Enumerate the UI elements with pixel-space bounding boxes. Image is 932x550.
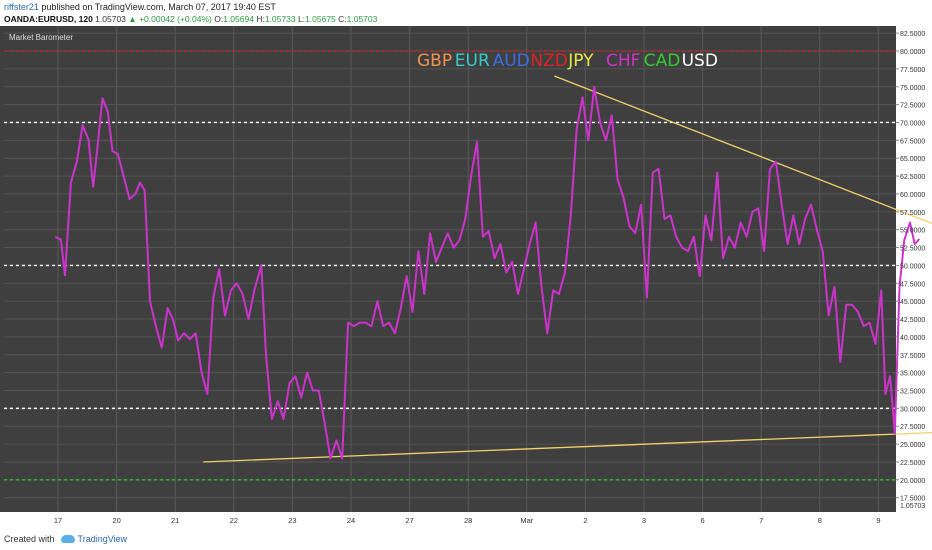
legend-gbp: GBP xyxy=(417,51,452,71)
price-change: +0.00042 (+0.04%) xyxy=(139,14,212,24)
y-tick-label: 17.5000 xyxy=(900,496,925,503)
close-value: 1.05703 xyxy=(346,14,378,24)
y-tick-label: 62.5000 xyxy=(900,174,925,181)
legend-nzd: NZD xyxy=(530,51,567,71)
open-value: 1.05694 xyxy=(223,14,254,24)
legend-jpy: JPY xyxy=(567,51,594,71)
y-tick-label: 77.5000 xyxy=(900,67,925,74)
tradingview-brand: TradingView xyxy=(77,534,128,544)
price-tag: 1.05703 xyxy=(900,503,925,510)
y-tick-label: 82.5000 xyxy=(900,31,925,38)
y-tick-label: 55.0000 xyxy=(900,228,925,235)
created-with-label: Created with xyxy=(4,534,55,544)
trendline-upper[interactable] xyxy=(554,75,932,237)
x-tick-label: 7 xyxy=(759,516,763,525)
low-value: 1.05675 xyxy=(305,14,336,24)
time-axis[interactable] xyxy=(0,512,896,532)
legend-chf: CHF xyxy=(606,51,640,71)
x-tick-label: 9 xyxy=(876,516,880,525)
chart-header: riffster21 published on TradingView.com,… xyxy=(4,1,924,25)
y-tick-label: 60.0000 xyxy=(900,192,925,199)
y-tick-label: 80.0000 xyxy=(900,49,925,56)
y-tick-label: 67.5000 xyxy=(900,138,925,145)
y-tick-label: 42.5000 xyxy=(900,317,925,324)
symbol-label: OANDA:EURUSD, 120 xyxy=(4,14,93,24)
up-arrow-icon: ▲ xyxy=(128,14,137,24)
y-tick-label: 45.0000 xyxy=(900,299,925,306)
x-tick-label: 24 xyxy=(347,516,355,525)
x-tick-label: 17 xyxy=(54,516,62,525)
y-tick-label: 47.5000 xyxy=(900,281,925,288)
publish-info: published on TradingView.com, March 07, … xyxy=(41,2,276,12)
x-tick-label: 27 xyxy=(405,516,413,525)
market-barometer-chart[interactable]: Market Barometer GBP EUR AUD NZD JPY CHF CAD USD… xyxy=(0,26,932,532)
y-tick-label: 40.0000 xyxy=(900,335,925,342)
legend-usd: USD xyxy=(682,51,718,71)
y-tick-label: 72.5000 xyxy=(900,103,925,110)
y-tick-label: 70.0000 xyxy=(900,120,925,127)
barometer-series-line[interactable] xyxy=(54,85,921,460)
y-tick-label: 37.5000 xyxy=(900,353,925,360)
publish-line: riffster21 published on TradingView.com,… xyxy=(4,1,924,13)
y-tick-label: 50.0000 xyxy=(900,263,925,270)
price-axis[interactable] xyxy=(896,26,932,532)
author-link[interactable]: riffster21 xyxy=(4,2,39,12)
legend-aud: AUD xyxy=(493,51,530,71)
high-label: H: xyxy=(256,14,265,24)
high-value: 1.05733 xyxy=(264,14,296,24)
x-tick-label: 21 xyxy=(171,516,179,525)
x-tick-label: 22 xyxy=(230,516,238,525)
close-label: C: xyxy=(338,14,347,24)
footer: Created with TradingView xyxy=(4,534,127,544)
x-tick-label: 2 xyxy=(583,516,587,525)
x-tick-label: 6 xyxy=(701,516,705,525)
y-tick-label: 27.5000 xyxy=(900,424,925,431)
y-tick-label: 52.5000 xyxy=(900,246,925,253)
tradingview-logo[interactable]: TradingView xyxy=(60,534,128,544)
low-label: L: xyxy=(297,14,306,24)
chart-title: Market Barometer xyxy=(9,33,73,42)
y-tick-label: 75.0000 xyxy=(900,85,925,92)
legend-cad: CAD xyxy=(644,51,681,71)
legend-eur: EUR xyxy=(455,51,490,71)
y-tick-label: 57.5000 xyxy=(900,210,925,217)
y-tick-label: 32.5000 xyxy=(900,389,925,396)
x-tick-label: 28 xyxy=(464,516,472,525)
x-tick-label: 8 xyxy=(818,516,822,525)
quote-line: OANDA:EURUSD, 120 1.05703 ▲ +0.00042 (+0… xyxy=(4,13,924,25)
last-price: 1.05703 xyxy=(95,14,126,24)
y-tick-label: 22.5000 xyxy=(900,460,925,467)
y-tick-label: 25.0000 xyxy=(900,442,925,449)
open-label: O: xyxy=(214,14,224,24)
x-tick-label: 20 xyxy=(112,516,120,525)
y-tick-label: 30.0000 xyxy=(900,406,925,413)
x-tick-label: 23 xyxy=(288,516,296,525)
x-tick-label: 3 xyxy=(642,516,646,525)
y-tick-label: 20.0000 xyxy=(900,478,925,485)
cloud-icon xyxy=(60,535,75,543)
x-tick-label: Mar xyxy=(520,516,533,525)
y-tick-label: 35.0000 xyxy=(900,371,925,378)
y-tick-label: 65.0000 xyxy=(900,156,925,163)
